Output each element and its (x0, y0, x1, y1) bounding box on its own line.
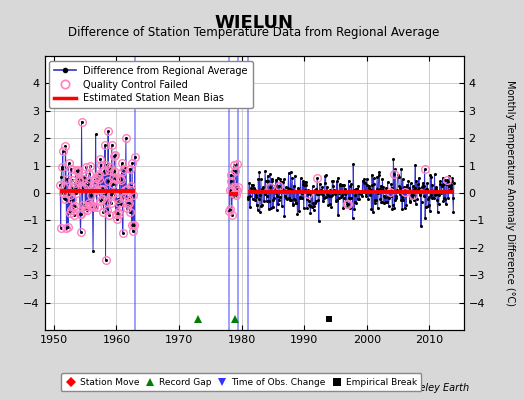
Text: Berkeley Earth: Berkeley Earth (397, 383, 469, 393)
Legend: Difference from Regional Average, Quality Control Failed, Estimated Station Mean: Difference from Regional Average, Qualit… (49, 61, 253, 108)
Text: Difference of Station Temperature Data from Regional Average: Difference of Station Temperature Data f… (69, 26, 440, 39)
Legend: Station Move, Record Gap, Time of Obs. Change, Empirical Break: Station Move, Record Gap, Time of Obs. C… (61, 374, 421, 392)
Text: WIELUN: WIELUN (215, 14, 293, 32)
Y-axis label: Monthly Temperature Anomaly Difference (°C): Monthly Temperature Anomaly Difference (… (505, 80, 515, 306)
